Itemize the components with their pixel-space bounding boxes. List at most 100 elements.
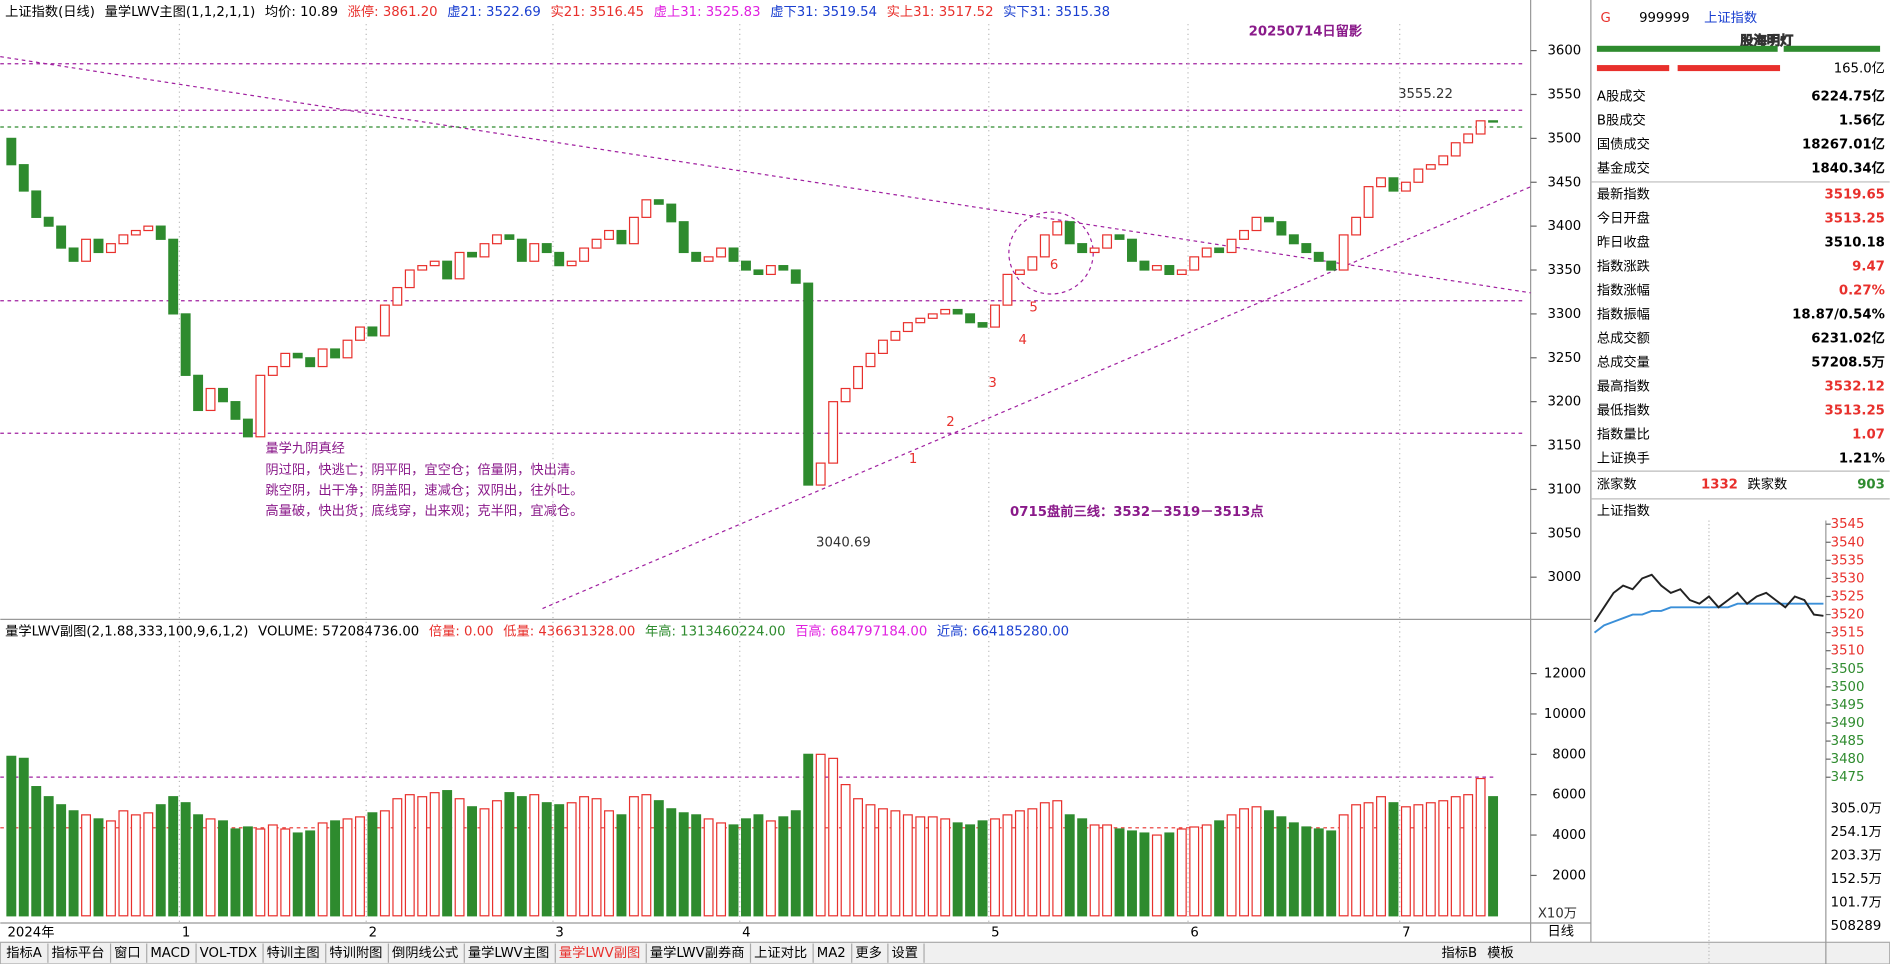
candle — [965, 313, 976, 324]
mini-vol-label: 203.3万 — [1831, 849, 1882, 864]
tab[interactable]: VOL-TDX — [200, 946, 257, 961]
row-name: 今日开盘 — [1597, 210, 1650, 227]
tab[interactable]: 上证对比 — [754, 945, 807, 961]
candle — [952, 308, 963, 315]
candle — [504, 234, 515, 240]
tab[interactable]: MACD — [150, 946, 190, 961]
volume-bar — [1313, 828, 1324, 917]
volume-bar — [1226, 814, 1237, 917]
candle — [1413, 168, 1424, 183]
row-name: 指数涨幅 — [1597, 283, 1650, 299]
candle — [491, 234, 502, 245]
tab[interactable]: 更多 — [855, 944, 882, 961]
tab[interactable]: 设置 — [891, 945, 918, 961]
volume-bar — [1326, 830, 1337, 917]
step-label: 3 — [988, 376, 996, 391]
candle — [915, 317, 926, 324]
tab[interactable]: 量学LWV主图 — [468, 945, 549, 961]
candle — [180, 313, 191, 376]
candle — [1313, 251, 1324, 262]
candle — [1127, 238, 1137, 262]
mini-tick-label: 3515 — [1831, 626, 1865, 641]
tab[interactable]: 特训主图 — [267, 945, 320, 961]
volume-bar — [865, 804, 876, 917]
date-label: 3 — [555, 926, 563, 941]
date-label: 6 — [1190, 926, 1198, 941]
volume-bar — [628, 796, 639, 917]
volume-bar — [342, 818, 353, 917]
volume-bar — [1201, 824, 1212, 917]
candle — [292, 352, 303, 359]
tab[interactable]: 模板 — [1487, 945, 1514, 961]
candle — [105, 243, 116, 254]
candle — [1114, 234, 1125, 240]
volume-bar — [616, 814, 627, 917]
candle — [1164, 265, 1175, 276]
mini-tick-label: 3545 — [1831, 517, 1865, 532]
y-tick-label: 3500 — [1548, 131, 1582, 146]
tab[interactable]: MA2 — [817, 946, 846, 961]
candle — [6, 137, 17, 166]
volume-bar — [292, 832, 303, 917]
volume-bar — [1338, 814, 1349, 917]
volume-bar — [877, 808, 888, 917]
row-name: 指数量比 — [1597, 427, 1650, 443]
candle — [93, 238, 104, 254]
mini-tick-label: 3525 — [1831, 589, 1865, 604]
header-text: 虚下31: 3519.54 — [770, 4, 877, 20]
tab[interactable]: 指标B — [1441, 945, 1477, 961]
tab[interactable]: 特训附图 — [329, 945, 382, 961]
candle — [741, 260, 751, 271]
note-line: 阴过阳，快逃亡；阴平阳，宜空仓；倍量阴，快出清。 — [265, 462, 583, 478]
candle — [367, 326, 378, 337]
mini-tick-label: 3500 — [1831, 680, 1865, 695]
candle — [205, 387, 216, 412]
candle — [529, 243, 540, 262]
volume-bar — [1176, 828, 1187, 917]
volume-bar — [1052, 800, 1063, 917]
y-tick-label: 4000 — [1552, 828, 1586, 843]
candle — [1338, 234, 1349, 271]
volume-bar — [604, 810, 614, 917]
volume-bar — [180, 802, 191, 917]
volume-bar — [31, 786, 42, 917]
candle — [554, 251, 565, 267]
candle — [1276, 221, 1287, 236]
candle — [1014, 269, 1025, 276]
volume-bar — [442, 790, 453, 917]
candle — [1376, 177, 1386, 188]
volume-bar — [193, 814, 204, 917]
date-label: 2 — [369, 926, 377, 941]
volume-bar — [703, 818, 714, 917]
trend-line — [542, 186, 1531, 610]
candle — [890, 330, 901, 341]
volume-bar — [467, 806, 477, 917]
volume-bar — [230, 828, 241, 917]
mini-tick-label: 3535 — [1831, 553, 1865, 568]
volume-bar — [1039, 802, 1050, 917]
tab[interactable]: 窗口 — [114, 944, 141, 961]
ratio-bar — [1596, 65, 1670, 72]
tab[interactable]: 指标平台 — [52, 945, 105, 961]
candle — [43, 216, 54, 227]
tab[interactable]: 量学LWV副券商 — [650, 945, 745, 961]
mini-tick-label: 3475 — [1831, 770, 1865, 785]
candle — [379, 304, 390, 337]
row-value: 18267.01亿 — [1802, 135, 1885, 152]
note-title: 量学九阴真经 — [265, 440, 345, 456]
volume-bar — [691, 814, 702, 917]
tab[interactable]: 指标A — [6, 945, 42, 961]
header-text: 量学LWV副图(2,1.88,333,100,9,6,1,2) — [5, 623, 248, 639]
tab[interactable]: 倒阴线公式 — [392, 945, 458, 961]
candle — [653, 199, 664, 205]
row-value: 6231.02亿 — [1811, 330, 1885, 347]
candle — [865, 352, 876, 368]
date-label: 2024年 — [8, 925, 55, 941]
mini-tick-label: 3505 — [1831, 662, 1865, 677]
tab[interactable]: 量学LWV副图 — [559, 945, 640, 961]
date-label: 7 — [1402, 926, 1410, 941]
candle — [977, 322, 988, 328]
volume-bar — [790, 810, 801, 917]
candle — [1425, 164, 1436, 170]
candle — [828, 401, 839, 464]
